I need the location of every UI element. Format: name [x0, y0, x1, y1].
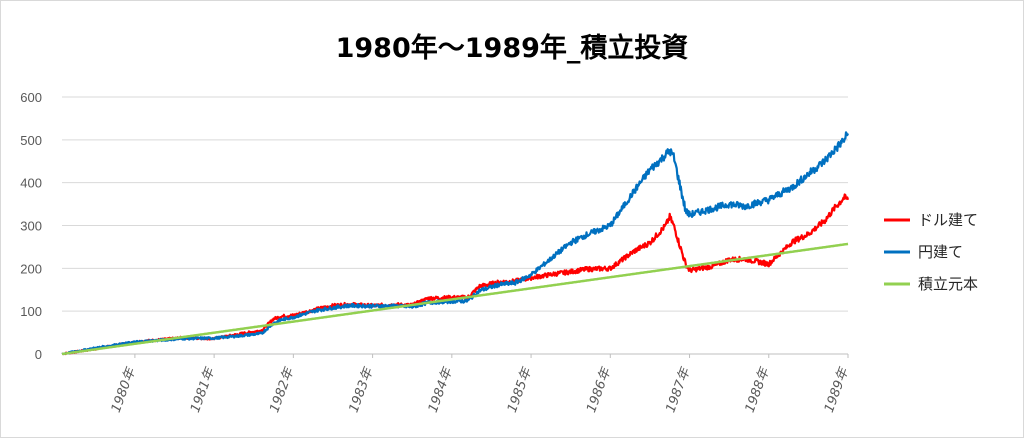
x-tick-label: 1983年: [346, 364, 377, 414]
x-tick-label: 1989年: [822, 364, 853, 414]
x-tick-label: 1986年: [584, 364, 615, 414]
series-line-0: [61, 193, 850, 356]
series-line-1: [61, 131, 850, 356]
legend-label: ドル建て: [918, 211, 978, 229]
y-tick-label: 500: [20, 133, 42, 148]
series-line-2: [61, 242, 849, 356]
legend-label: 積立元本: [918, 275, 978, 293]
legend-label: 円建て: [918, 243, 963, 261]
x-tick-label: 1987年: [663, 364, 694, 414]
chart-title: 1980年～1989年_積立投資: [335, 33, 689, 64]
y-tick-label: 0: [35, 347, 42, 362]
x-tick-label: 1985年: [505, 364, 536, 414]
x-tick-label: 1981年: [188, 364, 219, 414]
y-tick-label: 600: [20, 90, 42, 105]
x-tick-label: 1982年: [267, 364, 298, 414]
y-tick-label: 200: [20, 261, 42, 276]
x-tick-label: 1980年: [109, 364, 140, 414]
x-tick-label: 1984年: [426, 364, 457, 414]
y-tick-label: 100: [20, 304, 42, 319]
y-tick-label: 400: [20, 176, 42, 191]
x-tick-label: 1988年: [743, 364, 774, 414]
y-tick-label: 300: [20, 219, 42, 234]
